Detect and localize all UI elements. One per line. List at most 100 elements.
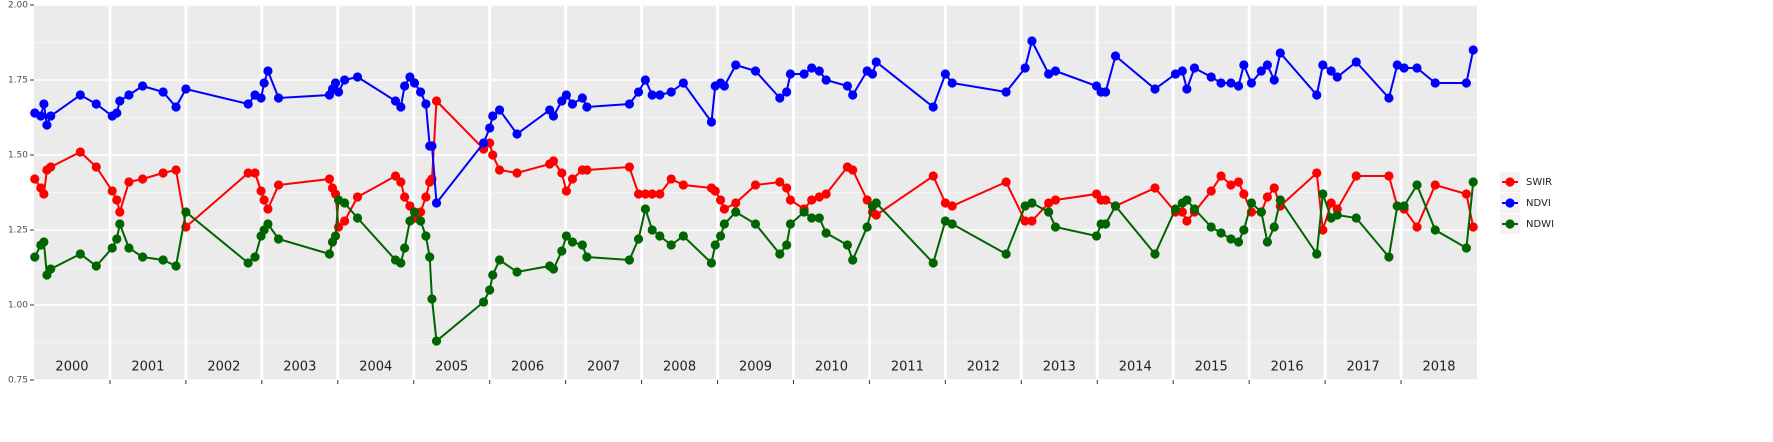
x-tick-label: 2000: [55, 360, 88, 375]
point: [799, 207, 809, 217]
point: [46, 111, 56, 121]
point: [405, 216, 415, 226]
y-tick-label: 1.75: [8, 76, 28, 86]
point: [1020, 216, 1030, 226]
point: [1351, 171, 1361, 181]
point: [1461, 78, 1471, 88]
point: [494, 255, 505, 265]
point: [421, 192, 431, 202]
x-tick-label: 2014: [1119, 360, 1152, 375]
point: [425, 252, 435, 262]
point: [706, 258, 717, 268]
point: [1351, 57, 1361, 67]
point: [719, 219, 729, 229]
point: [1318, 189, 1328, 199]
point: [273, 180, 284, 190]
point: [548, 111, 559, 121]
x-tick-label: 2009: [739, 360, 772, 375]
point: [396, 177, 406, 187]
point: [396, 102, 406, 112]
point: [431, 198, 442, 208]
point: [340, 198, 350, 208]
point: [431, 336, 442, 346]
point: [821, 75, 831, 85]
point: [1239, 60, 1249, 70]
point: [807, 213, 817, 223]
point: [1182, 195, 1192, 205]
point: [821, 228, 831, 238]
point: [494, 165, 505, 175]
point: [1318, 60, 1328, 70]
x-tick-label: 2013: [1043, 360, 1076, 375]
point: [158, 168, 168, 178]
point: [1027, 216, 1037, 226]
point: [1275, 48, 1285, 58]
point: [1226, 234, 1236, 244]
point: [567, 174, 578, 184]
point: [647, 189, 657, 199]
point: [485, 285, 495, 295]
point: [1101, 87, 1111, 97]
point: [750, 66, 761, 76]
point: [867, 69, 878, 79]
point: [862, 222, 872, 232]
x-tick-label: 2010: [815, 360, 848, 375]
point: [259, 195, 269, 205]
point: [557, 168, 567, 178]
point: [848, 165, 858, 175]
point: [330, 231, 341, 241]
point: [548, 156, 559, 166]
point: [750, 180, 761, 190]
point: [75, 90, 85, 100]
point: [710, 186, 720, 196]
point: [814, 213, 824, 223]
legend-point: [1505, 219, 1515, 229]
point: [1430, 225, 1440, 235]
point: [947, 78, 957, 88]
point: [577, 240, 587, 250]
point: [431, 96, 442, 106]
point: [1412, 180, 1422, 190]
point: [706, 117, 717, 127]
point: [415, 216, 426, 226]
point: [582, 165, 592, 175]
point: [710, 240, 720, 250]
point: [1206, 222, 1216, 232]
point: [1110, 51, 1121, 61]
x-tick-label: 2011: [891, 360, 924, 375]
point: [1233, 237, 1244, 247]
point: [112, 234, 122, 244]
point: [112, 108, 122, 118]
x-tick-label: 2005: [435, 360, 468, 375]
point: [678, 231, 688, 241]
point: [647, 225, 657, 235]
point: [479, 138, 489, 148]
point: [138, 252, 148, 262]
point: [39, 189, 49, 199]
point: [1182, 216, 1192, 226]
point: [940, 69, 950, 79]
point: [352, 192, 363, 202]
point: [1239, 225, 1249, 235]
y-tick-label: 0.75: [8, 376, 28, 386]
point: [1050, 66, 1061, 76]
point: [1110, 201, 1121, 211]
point: [785, 69, 796, 79]
point: [115, 96, 125, 106]
point: [1189, 204, 1200, 214]
point: [340, 75, 350, 85]
point: [928, 258, 938, 268]
point: [390, 171, 401, 181]
point: [785, 219, 796, 229]
point: [1326, 66, 1336, 76]
point: [678, 78, 688, 88]
point: [775, 93, 785, 103]
point: [39, 99, 49, 109]
point: [494, 105, 505, 115]
point: [928, 102, 938, 112]
point: [1050, 195, 1061, 205]
x-tick-label: 2003: [283, 360, 316, 375]
point: [1233, 81, 1244, 91]
point: [250, 252, 260, 262]
x-tick-label: 2004: [359, 360, 392, 375]
